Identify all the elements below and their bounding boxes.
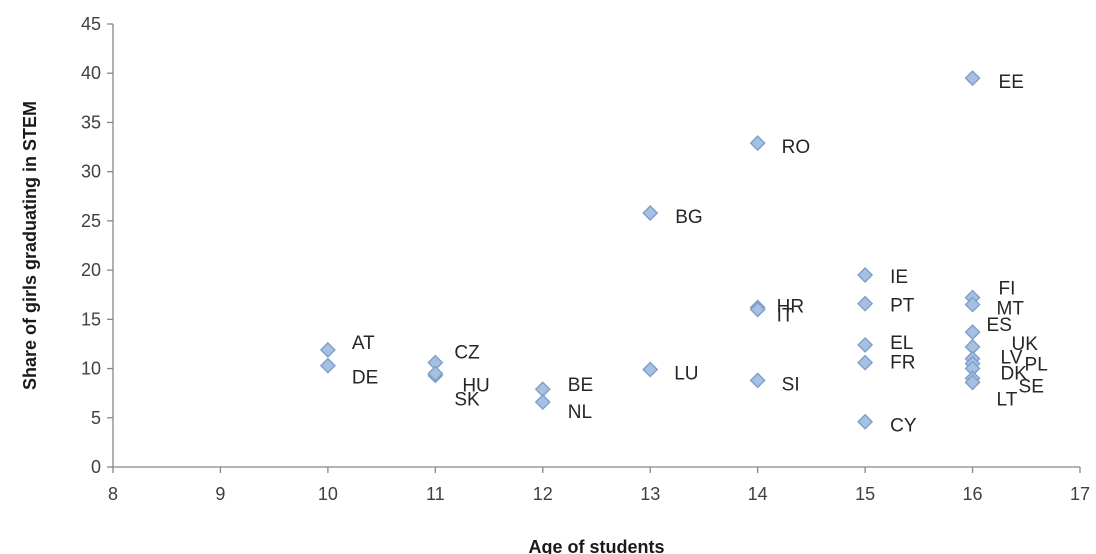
data-point-fr bbox=[858, 356, 872, 370]
y-axis: 0 5 10 15 20 25 30 35 40 45 bbox=[81, 14, 113, 477]
point-label-pl: PL bbox=[1025, 355, 1048, 376]
x-tick-label: 8 bbox=[108, 484, 118, 504]
data-point-si bbox=[751, 373, 765, 387]
point-label-el: EL bbox=[890, 333, 913, 354]
y-tick-label: 20 bbox=[81, 260, 101, 280]
x-tick-label: 14 bbox=[748, 484, 768, 504]
y-tick-label: 30 bbox=[81, 162, 101, 182]
data-points bbox=[321, 71, 980, 429]
x-tick-label: 12 bbox=[533, 484, 553, 504]
y-tick-label: 25 bbox=[81, 211, 101, 231]
x-tick-label: 15 bbox=[855, 484, 875, 504]
point-label-cz: CZ bbox=[454, 343, 480, 364]
y-tick-label: 45 bbox=[81, 14, 101, 34]
x-tick-label: 11 bbox=[426, 484, 445, 504]
point-label-sk: SK bbox=[454, 389, 480, 410]
point-label-it: IT bbox=[777, 305, 794, 326]
x-tick-label: 17 bbox=[1070, 484, 1090, 504]
data-point-de bbox=[321, 359, 335, 373]
y-tick-label: 15 bbox=[81, 309, 101, 329]
y-tick-label: 0 bbox=[91, 457, 101, 477]
point-label-cy: CY bbox=[890, 416, 917, 437]
point-label-lt: LT bbox=[997, 389, 1018, 410]
y-tick-label: 40 bbox=[81, 63, 101, 83]
point-label-bg: BG bbox=[675, 207, 702, 228]
x-axis: 8 9 10 11 12 13 14 15 16 17 bbox=[108, 467, 1090, 504]
data-point-ie bbox=[858, 268, 872, 282]
data-point-ee bbox=[966, 71, 980, 85]
x-tick-label: 13 bbox=[640, 484, 660, 504]
point-label-fr: FR bbox=[890, 353, 915, 374]
point-label-es: ES bbox=[987, 315, 1012, 336]
point-label-ie: IE bbox=[890, 267, 908, 288]
data-point-lu bbox=[643, 363, 657, 377]
x-tick-label: 10 bbox=[318, 484, 338, 504]
point-label-si: SI bbox=[782, 374, 800, 395]
data-point-ro bbox=[751, 136, 765, 150]
point-label-se: SE bbox=[1019, 376, 1044, 397]
data-point-el bbox=[858, 338, 872, 352]
data-point-at bbox=[321, 343, 335, 357]
point-label-be: BE bbox=[568, 375, 593, 396]
x-tick-label: 9 bbox=[215, 484, 225, 504]
point-label-nl: NL bbox=[568, 402, 592, 423]
point-label-ee: EE bbox=[999, 72, 1024, 93]
point-label-lu: LU bbox=[674, 364, 698, 385]
x-axis-title: Age of students bbox=[528, 537, 664, 554]
data-point-bg bbox=[643, 206, 657, 220]
y-tick-label: 35 bbox=[81, 112, 101, 132]
y-tick-label: 5 bbox=[91, 408, 101, 428]
data-point-cy bbox=[858, 415, 872, 429]
point-label-pt: PT bbox=[890, 296, 915, 317]
y-tick-label: 10 bbox=[81, 359, 101, 379]
data-point-pt bbox=[858, 297, 872, 311]
point-label-at: AT bbox=[352, 333, 375, 354]
point-labels: ATDECZHUSKBENLBGLUROHRITSIIEPTELFRCYEEFI… bbox=[352, 72, 1048, 437]
point-label-ro: RO bbox=[782, 137, 811, 158]
data-point-nl bbox=[536, 395, 550, 409]
y-axis-title: Share of girls graduating in STEM bbox=[20, 101, 40, 390]
x-tick-label: 16 bbox=[963, 484, 983, 504]
data-point-es bbox=[966, 325, 980, 339]
point-label-de: DE bbox=[352, 368, 378, 389]
point-label-fi: FI bbox=[999, 279, 1016, 300]
